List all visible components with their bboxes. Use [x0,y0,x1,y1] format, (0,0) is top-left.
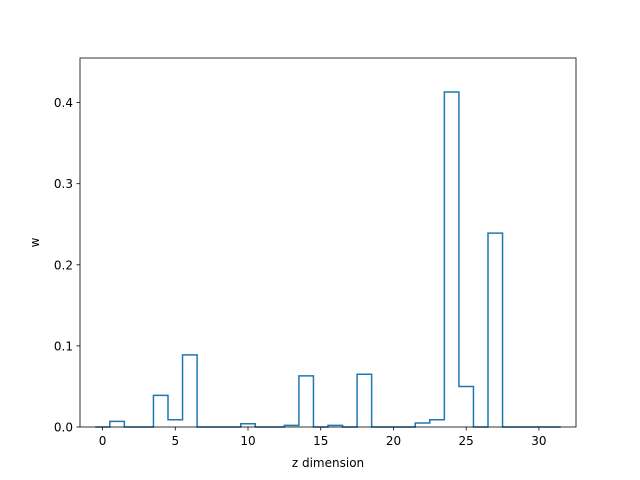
y-tick-label: 0.2 [54,258,73,272]
y-tick-label: 0.3 [54,177,73,191]
x-tick-label: 30 [531,434,546,448]
x-axis-label: z dimension [292,456,364,470]
x-tick-label: 25 [459,434,474,448]
x-tick-label: 5 [171,434,179,448]
plot-frame [79,57,577,428]
x-tick-label: 0 [99,434,107,448]
y-tick-label: 0.0 [54,421,73,435]
y-tick-label: 0.4 [54,96,73,110]
x-tick-label: 15 [313,434,328,448]
plot-background [80,58,576,427]
x-axis-ticks: 0 5 10 15 20 25 30 [99,427,547,448]
y-axis-ticks: 0.0 0.1 0.2 0.3 0.4 [54,96,80,435]
y-tick-label: 0.1 [54,339,73,353]
x-tick-label: 20 [386,434,401,448]
x-tick-label: 10 [240,434,255,448]
y-axis-label: w [28,237,42,247]
